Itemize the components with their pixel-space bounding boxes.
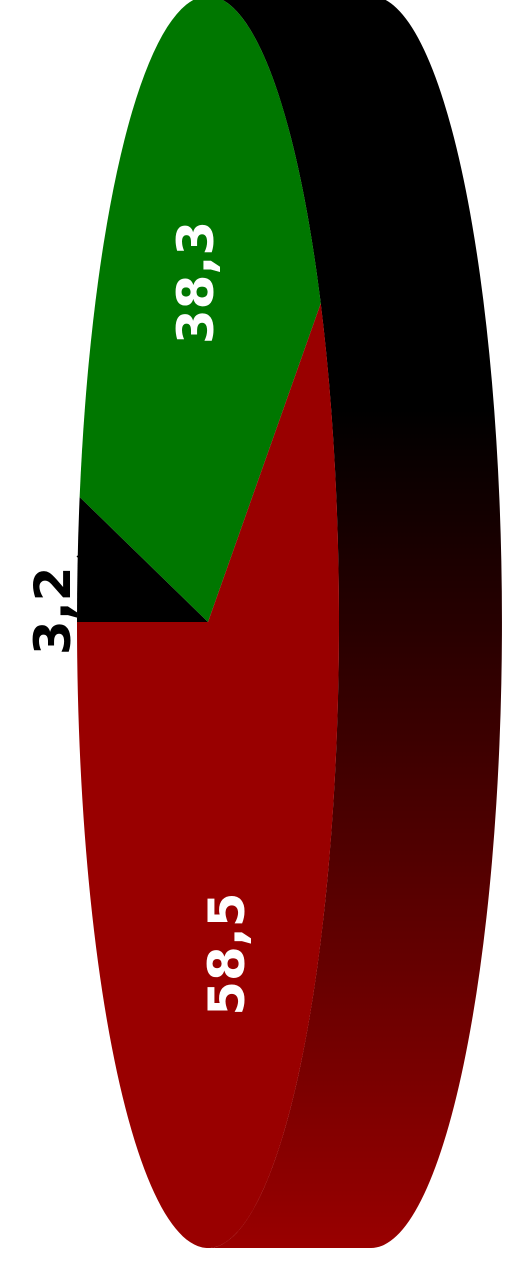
- pie-leader-lines: [76, 548, 97, 560]
- pie-side-wall: [208, 0, 502, 1248]
- pie-data-label: 3,2: [24, 567, 82, 656]
- pie-data-label: 58,5: [198, 892, 256, 1015]
- pie-data-label: 38,3: [167, 221, 225, 344]
- pie-slices: [77, 0, 339, 1248]
- pie-slice: [79, 0, 321, 622]
- pie-slice: [77, 303, 339, 1248]
- pie-data-labels: 3,2 38,3 58,5: [24, 221, 256, 1016]
- pie-leader-line: [76, 548, 97, 560]
- pie-slice: [77, 496, 208, 622]
